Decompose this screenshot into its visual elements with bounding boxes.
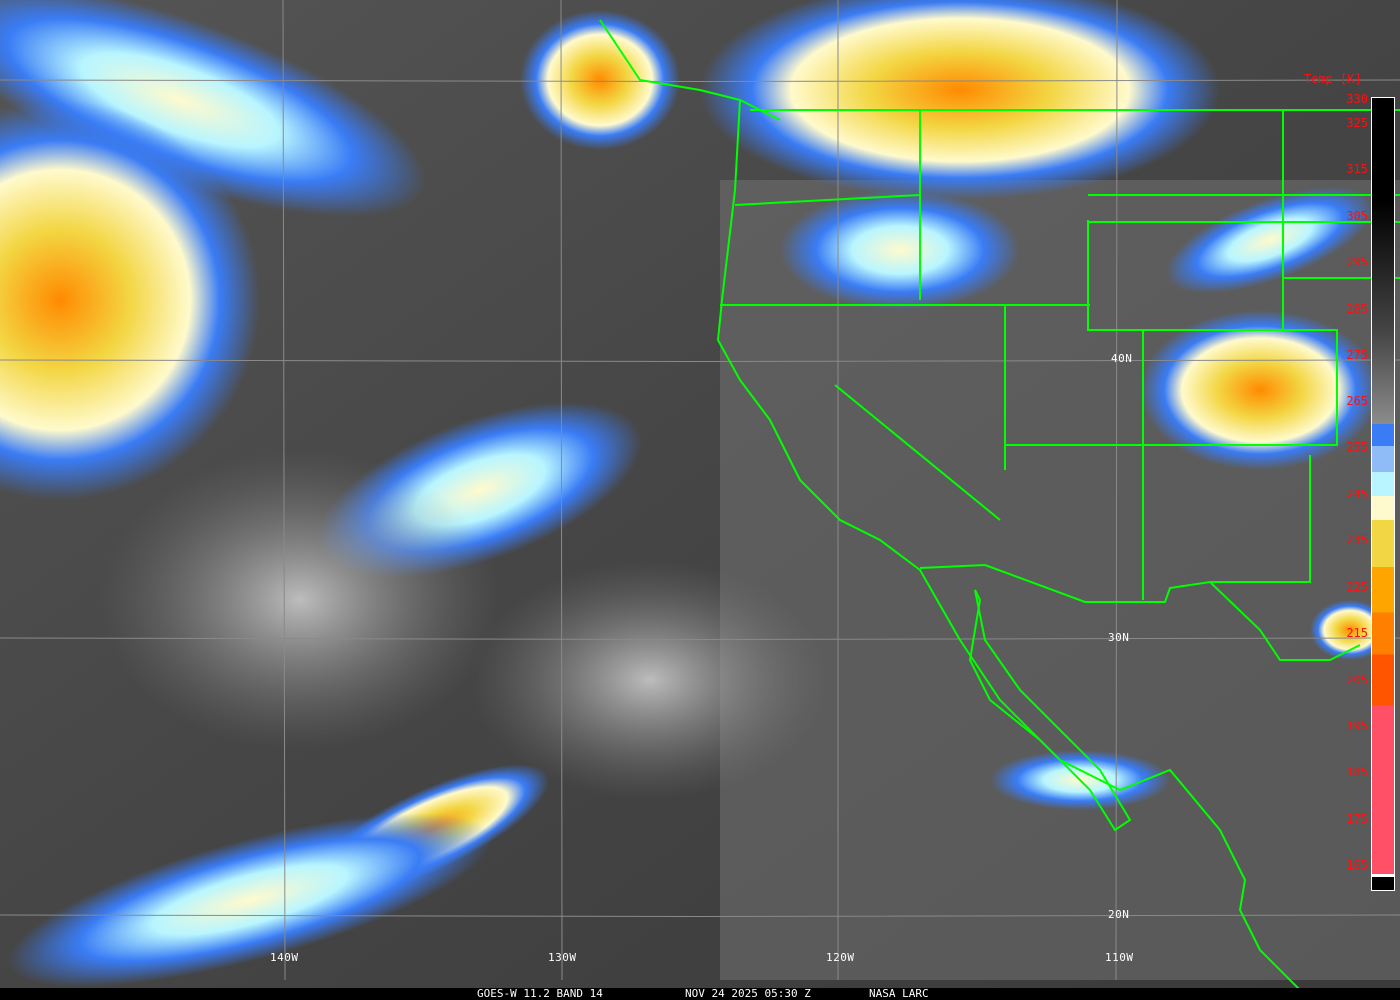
colorbar-tick-label: 175	[1346, 812, 1368, 826]
colorbar-title: Temp [K]	[1304, 72, 1362, 86]
lon-label-140w: 140W	[270, 951, 299, 964]
colorbar-tick-label: 315	[1346, 162, 1368, 176]
colorbar-tick-label: 285	[1346, 302, 1368, 316]
colorbar-tick-label: 225	[1346, 580, 1368, 594]
caption-satellite-band: GOES-W 11.2 BAND 14	[477, 987, 603, 1000]
caption-datetime: NOV 24 2025 05:30 Z	[685, 987, 811, 1000]
colorbar-tick-label: 295	[1346, 255, 1368, 269]
image-caption-bar: GOES-W 11.2 BAND 14 NOV 24 2025 05:30 Z …	[0, 988, 1400, 1000]
colorbar-tick-label: 215	[1346, 626, 1368, 640]
lat-label-30n: 30N	[1108, 631, 1130, 644]
colorbar-tick-label: 275	[1346, 348, 1368, 362]
colorbar-tick-label: 305	[1346, 209, 1368, 223]
colorbar-tick-label: 330	[1346, 92, 1368, 106]
colorbar-tick-label: 265	[1346, 394, 1368, 408]
colorbar-tick-label: 235	[1346, 533, 1368, 547]
caption-credit: NASA LARC	[869, 987, 929, 1000]
colorbar-tick-label: 325	[1346, 116, 1368, 130]
colorbar-tick-label: 245	[1346, 487, 1368, 501]
lon-label-120w: 120W	[826, 951, 855, 964]
coastlines-and-borders	[599, 19, 1400, 991]
colorbar-tick-label: 195	[1346, 719, 1368, 733]
colorbar-tick-label: 185	[1346, 765, 1368, 779]
lat-label-20n: 20N	[1108, 908, 1130, 921]
lat-label-40n: 40N	[1111, 352, 1133, 365]
lon-label-110w: 110W	[1105, 951, 1134, 964]
colorbar-tick-label: 205	[1346, 673, 1368, 687]
lon-label-130w: 130W	[548, 951, 577, 964]
land-area	[720, 180, 1400, 980]
temperature-colorbar	[1371, 97, 1395, 891]
colorbar-tick-label: 165	[1346, 858, 1368, 872]
colorbar-tick-label: 255	[1346, 440, 1368, 454]
